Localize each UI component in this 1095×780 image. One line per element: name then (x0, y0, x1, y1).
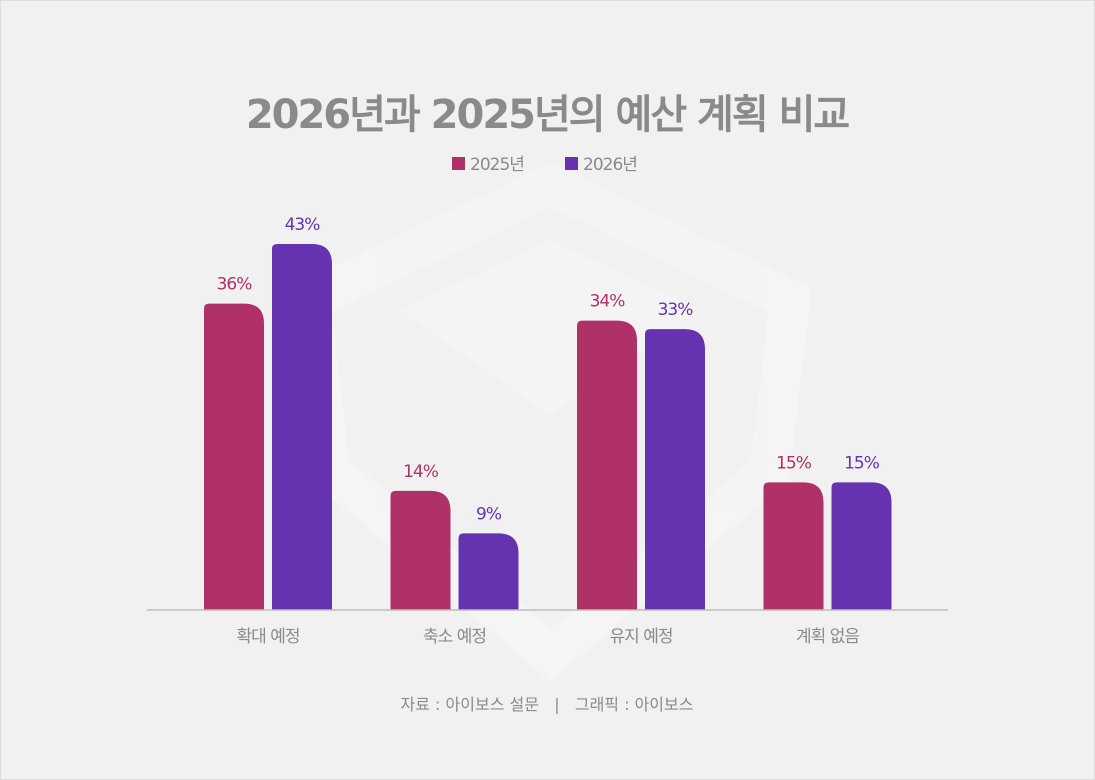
legend-label: 2026년 (583, 155, 637, 175)
legend: 2025년 2026년 (452, 155, 638, 175)
chart-title: 2026년과 2025년의 예산 계획 비교 (246, 92, 850, 138)
bar (645, 329, 705, 610)
bar (458, 533, 519, 610)
source-footer: 자료 : 아이보스 설문 | 그래픽 : 아이보스 (401, 695, 694, 714)
data-label: 33% (658, 300, 694, 320)
bar (390, 490, 451, 610)
legend-swatch (565, 157, 578, 170)
bar (577, 320, 637, 610)
x-tick-label: 확대 예정 (237, 627, 300, 647)
data-label: 14% (403, 462, 439, 482)
bar (204, 303, 264, 610)
data-label: 9% (476, 504, 502, 524)
legend-swatch (452, 157, 465, 170)
bar (763, 482, 824, 610)
data-label: 15% (776, 453, 812, 473)
bar (831, 482, 892, 610)
legend-label: 2025년 (470, 155, 524, 175)
data-label: 15% (844, 453, 880, 473)
data-label: 36% (217, 275, 253, 295)
x-tick-label: 축소 예정 (423, 627, 486, 647)
watermark-logo (288, 162, 812, 682)
x-tick-label: 계획 없음 (796, 627, 859, 647)
data-label: 34% (590, 292, 626, 312)
bars: 36% 43% 14% 9% 34% 33% 15% 15% (204, 215, 892, 610)
bar (272, 244, 332, 610)
data-label: 43% (285, 215, 321, 235)
x-tick-label: 유지 예정 (610, 627, 673, 647)
x-tick-labels: 확대 예정 축소 예정 유지 예정 계획 없음 (237, 627, 861, 647)
